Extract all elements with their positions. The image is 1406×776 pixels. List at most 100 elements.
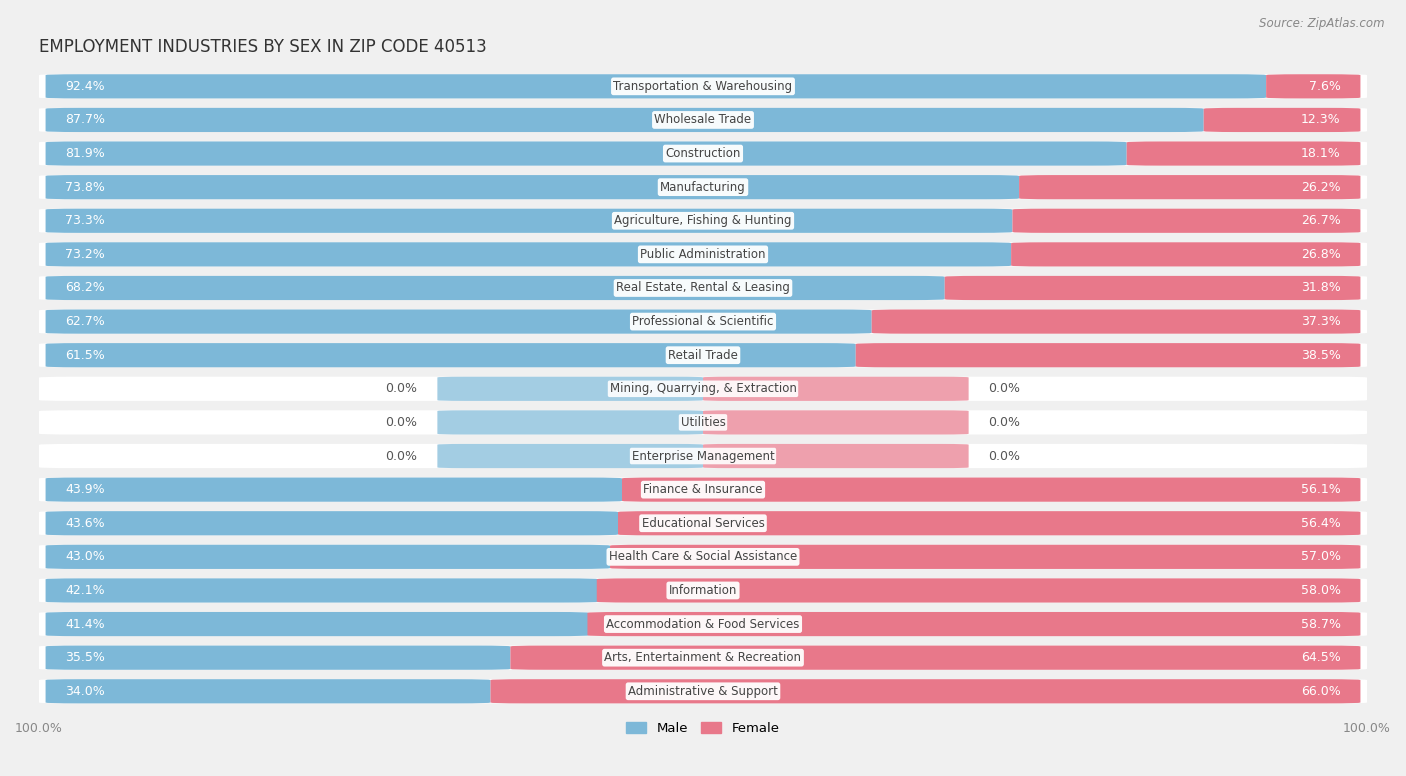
FancyBboxPatch shape <box>45 74 1267 99</box>
FancyBboxPatch shape <box>39 242 1367 266</box>
FancyBboxPatch shape <box>856 343 1361 367</box>
FancyBboxPatch shape <box>39 511 1367 535</box>
FancyBboxPatch shape <box>703 376 969 401</box>
FancyBboxPatch shape <box>872 310 1361 334</box>
Text: Accommodation & Food Services: Accommodation & Food Services <box>606 618 800 631</box>
FancyBboxPatch shape <box>45 477 621 502</box>
Text: 58.7%: 58.7% <box>1301 618 1340 631</box>
Text: 0.0%: 0.0% <box>988 449 1021 462</box>
FancyBboxPatch shape <box>45 310 872 334</box>
Text: Retail Trade: Retail Trade <box>668 348 738 362</box>
Text: 68.2%: 68.2% <box>66 282 105 294</box>
Text: 35.5%: 35.5% <box>66 651 105 664</box>
FancyBboxPatch shape <box>39 108 1367 132</box>
FancyBboxPatch shape <box>39 612 1367 636</box>
Text: Manufacturing: Manufacturing <box>661 181 745 194</box>
FancyBboxPatch shape <box>39 646 1367 670</box>
FancyBboxPatch shape <box>39 276 1367 300</box>
Text: 26.8%: 26.8% <box>1301 248 1340 261</box>
Text: Agriculture, Fishing & Hunting: Agriculture, Fishing & Hunting <box>614 214 792 227</box>
FancyBboxPatch shape <box>39 141 1367 165</box>
FancyBboxPatch shape <box>596 578 1361 602</box>
Text: 73.8%: 73.8% <box>66 181 105 194</box>
Text: 0.0%: 0.0% <box>988 383 1021 395</box>
Text: 64.5%: 64.5% <box>1301 651 1340 664</box>
Text: 26.7%: 26.7% <box>1301 214 1340 227</box>
FancyBboxPatch shape <box>703 444 969 468</box>
FancyBboxPatch shape <box>45 108 1204 132</box>
Text: 26.2%: 26.2% <box>1301 181 1340 194</box>
FancyBboxPatch shape <box>491 679 1361 703</box>
Text: 92.4%: 92.4% <box>66 80 105 93</box>
Text: 37.3%: 37.3% <box>1301 315 1340 328</box>
FancyBboxPatch shape <box>39 209 1367 233</box>
FancyBboxPatch shape <box>45 209 1012 233</box>
FancyBboxPatch shape <box>45 343 856 367</box>
Text: Educational Services: Educational Services <box>641 517 765 530</box>
Text: Enterprise Management: Enterprise Management <box>631 449 775 462</box>
Text: Administrative & Support: Administrative & Support <box>628 684 778 698</box>
Text: Wholesale Trade: Wholesale Trade <box>654 113 752 126</box>
Text: 62.7%: 62.7% <box>66 315 105 328</box>
FancyBboxPatch shape <box>39 444 1367 468</box>
FancyBboxPatch shape <box>1126 141 1361 165</box>
FancyBboxPatch shape <box>588 612 1361 636</box>
FancyBboxPatch shape <box>621 477 1361 502</box>
Text: 0.0%: 0.0% <box>385 383 418 395</box>
FancyBboxPatch shape <box>45 545 610 569</box>
FancyBboxPatch shape <box>39 310 1367 334</box>
FancyBboxPatch shape <box>45 511 619 535</box>
FancyBboxPatch shape <box>39 376 1367 401</box>
Text: 42.1%: 42.1% <box>66 584 105 597</box>
Text: 31.8%: 31.8% <box>1301 282 1340 294</box>
FancyBboxPatch shape <box>45 175 1019 199</box>
FancyBboxPatch shape <box>39 74 1367 99</box>
FancyBboxPatch shape <box>610 545 1361 569</box>
FancyBboxPatch shape <box>39 679 1367 703</box>
Text: Health Care & Social Assistance: Health Care & Social Assistance <box>609 550 797 563</box>
FancyBboxPatch shape <box>39 343 1367 367</box>
Text: Public Administration: Public Administration <box>640 248 766 261</box>
FancyBboxPatch shape <box>39 477 1367 502</box>
FancyBboxPatch shape <box>1204 108 1361 132</box>
Text: Information: Information <box>669 584 737 597</box>
Text: 0.0%: 0.0% <box>385 416 418 429</box>
Text: Source: ZipAtlas.com: Source: ZipAtlas.com <box>1260 17 1385 30</box>
Text: Real Estate, Rental & Leasing: Real Estate, Rental & Leasing <box>616 282 790 294</box>
FancyBboxPatch shape <box>1019 175 1361 199</box>
Text: Finance & Insurance: Finance & Insurance <box>644 483 762 496</box>
Text: Arts, Entertainment & Recreation: Arts, Entertainment & Recreation <box>605 651 801 664</box>
Text: 7.6%: 7.6% <box>1309 80 1340 93</box>
Text: 66.0%: 66.0% <box>1301 684 1340 698</box>
Text: 34.0%: 34.0% <box>66 684 105 698</box>
Text: 57.0%: 57.0% <box>1301 550 1340 563</box>
Text: 0.0%: 0.0% <box>385 449 418 462</box>
Text: Mining, Quarrying, & Extraction: Mining, Quarrying, & Extraction <box>610 383 796 395</box>
FancyBboxPatch shape <box>45 646 510 670</box>
Text: 61.5%: 61.5% <box>66 348 105 362</box>
Legend: Male, Female: Male, Female <box>621 716 785 740</box>
Text: 43.9%: 43.9% <box>66 483 105 496</box>
FancyBboxPatch shape <box>45 679 491 703</box>
Text: 87.7%: 87.7% <box>66 113 105 126</box>
Text: EMPLOYMENT INDUSTRIES BY SEX IN ZIP CODE 40513: EMPLOYMENT INDUSTRIES BY SEX IN ZIP CODE… <box>39 38 486 57</box>
FancyBboxPatch shape <box>619 511 1361 535</box>
Text: 81.9%: 81.9% <box>66 147 105 160</box>
Text: Professional & Scientific: Professional & Scientific <box>633 315 773 328</box>
Text: 41.4%: 41.4% <box>66 618 105 631</box>
Text: 56.1%: 56.1% <box>1301 483 1340 496</box>
FancyBboxPatch shape <box>1012 209 1361 233</box>
Text: 0.0%: 0.0% <box>988 416 1021 429</box>
Text: Utilities: Utilities <box>681 416 725 429</box>
FancyBboxPatch shape <box>45 612 589 636</box>
FancyBboxPatch shape <box>45 578 598 602</box>
FancyBboxPatch shape <box>45 276 945 300</box>
Text: Construction: Construction <box>665 147 741 160</box>
FancyBboxPatch shape <box>437 411 703 435</box>
FancyBboxPatch shape <box>1011 242 1361 266</box>
FancyBboxPatch shape <box>437 376 703 401</box>
FancyBboxPatch shape <box>1267 74 1361 99</box>
FancyBboxPatch shape <box>45 141 1126 165</box>
Text: 43.0%: 43.0% <box>66 550 105 563</box>
Text: 38.5%: 38.5% <box>1301 348 1340 362</box>
